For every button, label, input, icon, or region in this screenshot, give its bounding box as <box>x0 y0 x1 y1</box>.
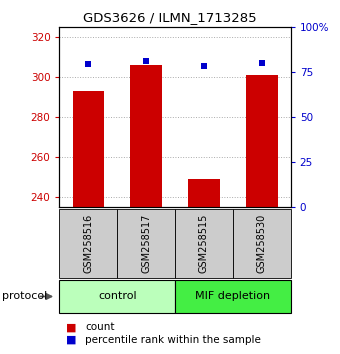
Text: GSM258515: GSM258515 <box>199 214 209 273</box>
Bar <box>130 65 162 207</box>
Text: GSM258517: GSM258517 <box>141 214 151 273</box>
Text: percentile rank within the sample: percentile rank within the sample <box>85 335 261 345</box>
Text: MIF depletion: MIF depletion <box>195 291 270 302</box>
Point <box>259 60 265 65</box>
Text: GDS3626 / ILMN_1713285: GDS3626 / ILMN_1713285 <box>83 11 257 24</box>
Text: GSM258516: GSM258516 <box>83 214 94 273</box>
Bar <box>188 179 220 207</box>
Point <box>143 58 149 64</box>
Bar <box>246 75 278 207</box>
Text: protocol: protocol <box>2 291 47 302</box>
Text: ■: ■ <box>66 335 77 345</box>
Point <box>86 62 91 67</box>
Text: ■: ■ <box>66 322 77 332</box>
Point <box>201 63 207 69</box>
Text: control: control <box>98 291 137 302</box>
Text: GSM258530: GSM258530 <box>257 214 267 273</box>
Text: count: count <box>85 322 115 332</box>
Bar <box>72 91 104 207</box>
